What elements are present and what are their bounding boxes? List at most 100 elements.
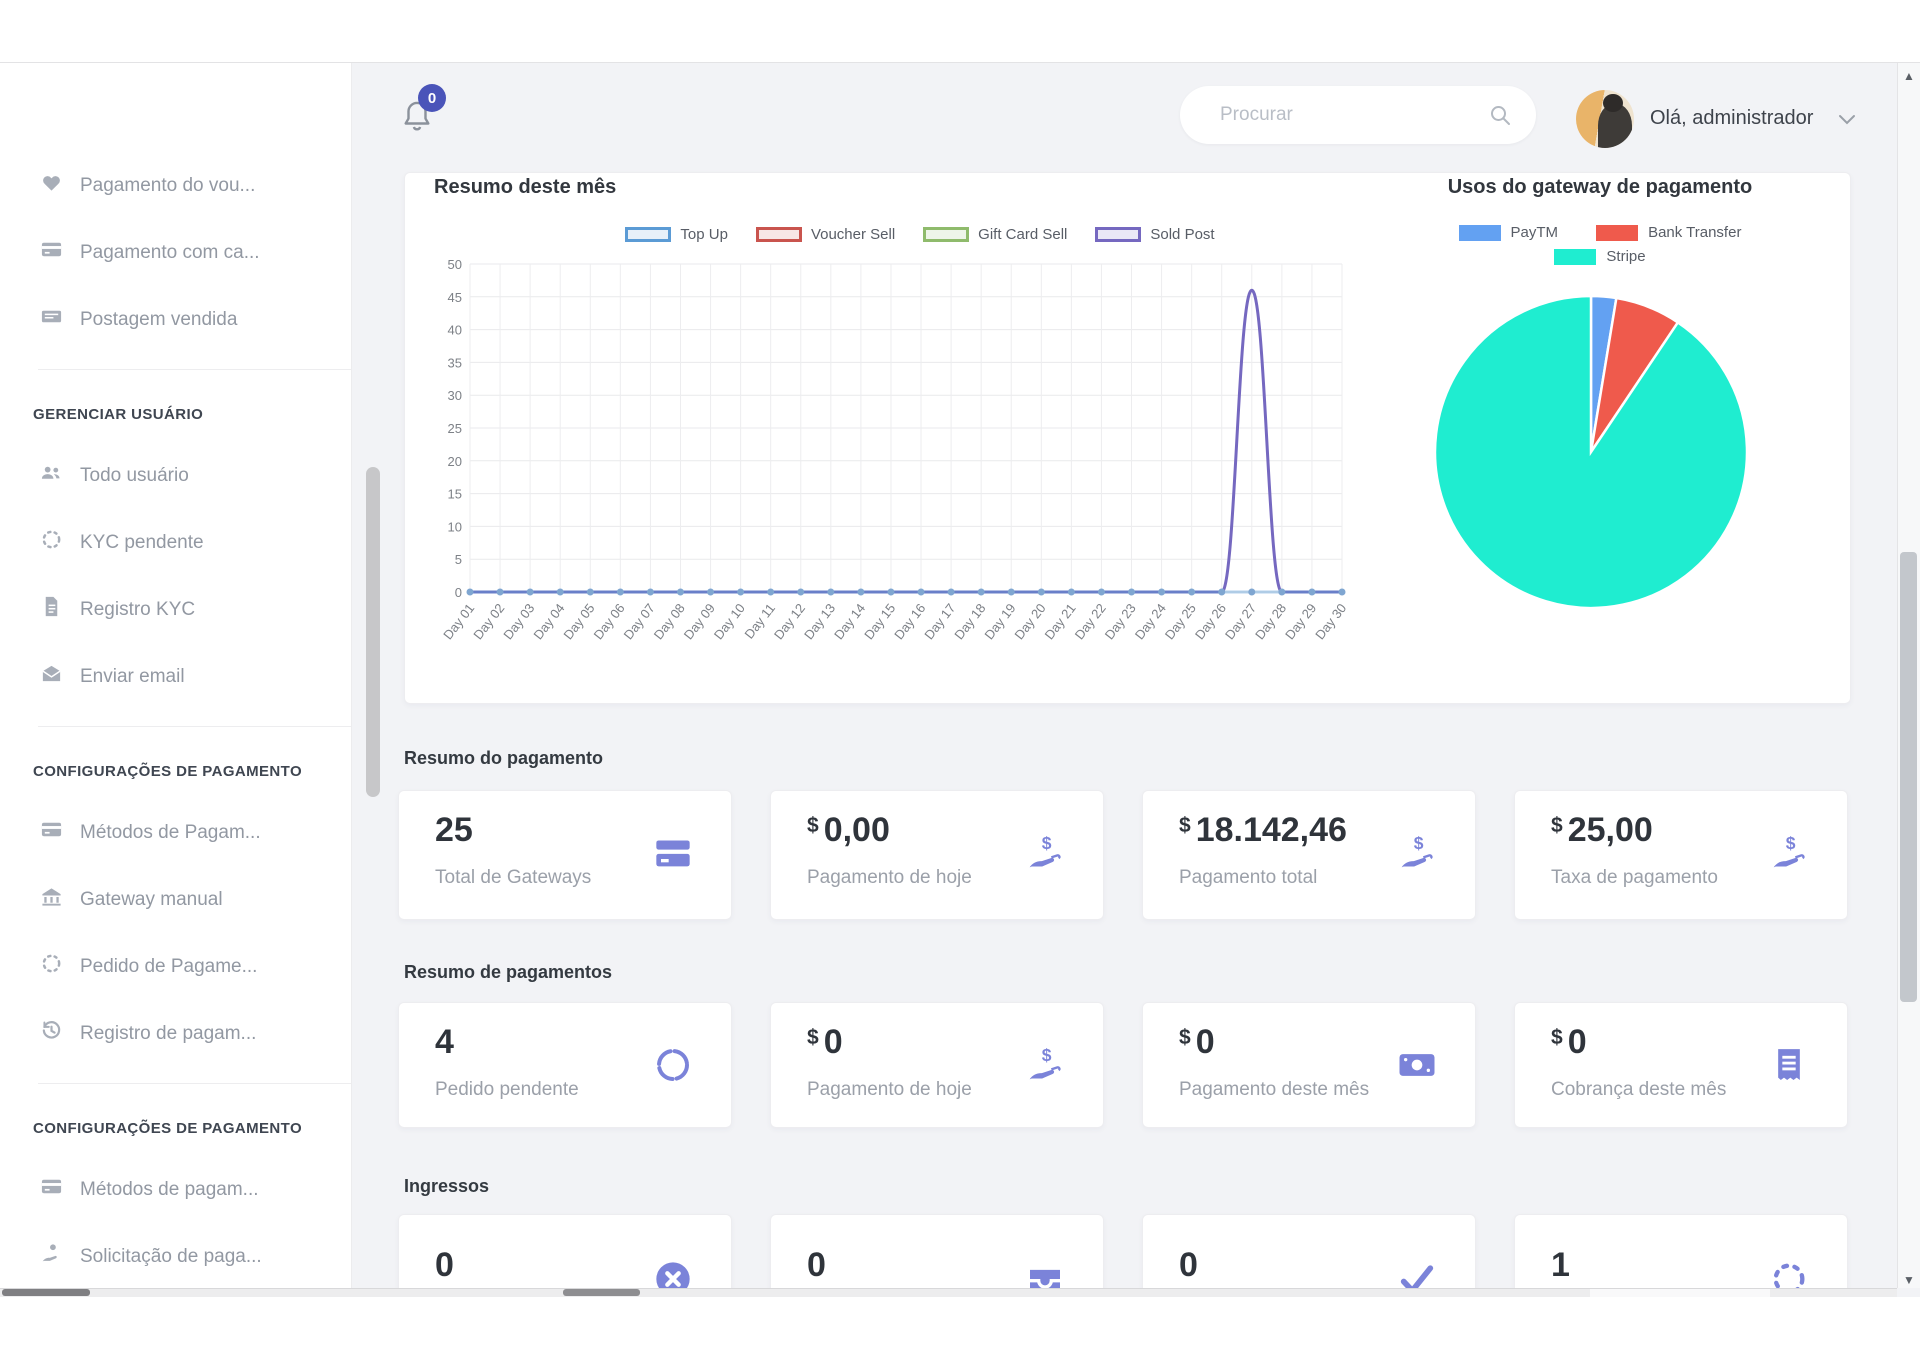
data-point-marker <box>496 588 504 596</box>
sidebar-item[interactable]: Todo usuário <box>0 442 351 509</box>
legend-item[interactable]: Sold Post <box>1095 226 1215 243</box>
top-white-band <box>0 0 1920 63</box>
credit-card-icon <box>40 1175 63 1204</box>
stat-label: Pagamento deste mês <box>1179 1079 1370 1100</box>
scroll-up-arrow-icon[interactable]: ▲ <box>1903 69 1915 83</box>
data-point-marker <box>737 588 745 596</box>
hand-dollar-icon: $ <box>1397 833 1437 873</box>
legend-item[interactable]: Stripe <box>1554 248 1646 265</box>
vertical-scrollbar-thumb[interactable] <box>1900 552 1917 1002</box>
x-axis-tick-label: Day 12 <box>771 601 808 643</box>
stat-value: $0 <box>1179 1023 1215 1062</box>
section-title: Resumo de pagamentos <box>404 962 613 982</box>
section-title: Resumo do pagamento <box>404 748 604 768</box>
sidebar-item-label: Solicitação de paga... <box>80 1245 262 1267</box>
bank-icon <box>40 885 63 914</box>
stat-value: $0 <box>807 1023 843 1062</box>
data-point-marker <box>676 588 684 596</box>
y-axis-tick-label: 45 <box>448 290 462 305</box>
legend-swatch <box>1095 227 1142 242</box>
pie-chart-legend: PayTM Bank Transfer Stripe <box>1380 224 1820 265</box>
stat-card: $0,00 Pagamento de hoje $ <box>770 790 1104 920</box>
svg-text:$: $ <box>1414 833 1424 853</box>
hand-dollar-icon: $ <box>1025 833 1065 873</box>
avatar[interactable] <box>1576 90 1634 148</box>
svg-text:$: $ <box>1042 833 1052 853</box>
legend-swatch <box>1458 224 1501 241</box>
sidebar-item[interactable]: Métodos de pagam... <box>0 1156 351 1223</box>
stat-number: 0 <box>807 1246 826 1284</box>
search-box <box>1180 86 1536 144</box>
stat-value: 4 <box>435 1023 454 1062</box>
data-point-marker <box>857 588 865 596</box>
sidebar-item[interactable]: Postagem vendida <box>0 286 351 353</box>
legend-item[interactable]: Bank Transfer <box>1596 224 1741 241</box>
scroll-down-arrow-icon[interactable]: ▼ <box>1903 1273 1915 1287</box>
stat-label: Pagamento de hoje <box>807 867 972 888</box>
sidebar-item[interactable]: Solicitação de paga... <box>0 1223 351 1290</box>
chevron-down-icon[interactable] <box>1838 114 1856 126</box>
sidebar-item-label: Métodos de pagam... <box>80 1178 259 1200</box>
sidebar-item[interactable]: KYC pendente <box>0 509 351 576</box>
stat-card: $0 Cobrança deste mês <box>1514 1002 1848 1128</box>
stat-number: 0,00 <box>823 811 890 849</box>
user-greeting[interactable]: Olá, administrador <box>1650 107 1814 129</box>
legend-item[interactable]: PayTM <box>1458 224 1558 241</box>
sidebar-item[interactable]: Pedido de Pagame... <box>0 933 351 1000</box>
data-point-marker <box>947 588 955 596</box>
sidebar-item[interactable]: Registro de pagam... <box>0 1000 351 1067</box>
svg-text:$: $ <box>1786 833 1796 853</box>
series-sold-post-line <box>470 288 1342 594</box>
legend-swatch <box>1596 224 1639 241</box>
horizontal-scrollbar-thumb-main[interactable] <box>563 1289 640 1296</box>
sidebar-item[interactable]: Pagamento do vou... <box>0 152 351 219</box>
x-axis-tick-label: Day 06 <box>591 601 628 643</box>
bottom-white-band <box>0 1297 1920 1357</box>
currency-symbol: $ <box>807 814 819 837</box>
currency-symbol: $ <box>1179 1026 1191 1049</box>
data-point-marker <box>586 588 594 596</box>
currency-symbol: $ <box>1179 814 1191 837</box>
x-axis-tick-label: Day 26 <box>1192 601 1229 643</box>
x-axis-tick-label: Day 09 <box>681 601 718 643</box>
x-axis-tick-label: Day 16 <box>891 601 928 643</box>
y-axis-tick-label: 40 <box>448 323 462 338</box>
sidebar-divider <box>38 369 351 370</box>
x-axis-tick-label: Day 17 <box>921 601 958 643</box>
legend-swatch <box>1554 248 1597 265</box>
data-point-marker <box>917 588 925 596</box>
sidebar-item[interactable]: Gateway manual <box>0 866 351 933</box>
horizontal-scrollbar-track[interactable] <box>0 1288 1897 1298</box>
stat-number: 18.142,46 <box>1195 811 1347 849</box>
sidebar-item[interactable]: Métodos de Pagam... <box>0 799 351 866</box>
stat-number: 4 <box>435 1023 454 1061</box>
line-chart-legend: Top Up Voucher Sell Gift Card Sell Sold Pos… <box>520 226 1320 243</box>
loader-icon <box>40 528 63 557</box>
sidebar-item[interactable]: Registro KYC <box>0 576 351 643</box>
data-point-marker <box>1188 588 1196 596</box>
stat-value: $18.142,46 <box>1179 811 1347 850</box>
users-icon <box>40 461 63 490</box>
legend-item[interactable]: Gift Card Sell <box>923 226 1067 243</box>
search-input[interactable] <box>1218 103 1488 127</box>
legend-label: Bank Transfer <box>1648 224 1742 241</box>
sidebar-item[interactable]: Enviar email <box>0 643 351 710</box>
mail-icon <box>40 662 63 691</box>
x-axis-tick-label: Day 14 <box>831 601 868 643</box>
stat-card: 25 Total de Gateways <box>398 790 732 920</box>
y-axis-tick-label: 10 <box>448 519 462 534</box>
sidebar-section-header: CONFIGURAÇÕES DE PAGAMENTO <box>33 1119 303 1137</box>
search-icon[interactable] <box>1488 103 1512 127</box>
data-point-marker <box>887 588 895 596</box>
sidebar-section-header: CONFIGURAÇÕES DE PAGAMENTO <box>33 762 303 780</box>
hand-coin-icon <box>40 1242 63 1271</box>
sidebar-item-label: Pedido de Pagame... <box>80 955 258 977</box>
sidebar-scrollbar-thumb[interactable] <box>366 467 380 797</box>
legend-item[interactable]: Voucher Sell <box>755 226 895 243</box>
horizontal-scrollbar-thumb-left[interactable] <box>2 1289 90 1296</box>
x-axis-tick-label: Day 04 <box>530 601 567 643</box>
sidebar-item-label: KYC pendente <box>80 531 204 553</box>
x-axis-tick-label: Day 25 <box>1162 601 1199 643</box>
sidebar-item[interactable]: Pagamento com ca... <box>0 219 351 286</box>
legend-item[interactable]: Top Up <box>625 226 728 243</box>
